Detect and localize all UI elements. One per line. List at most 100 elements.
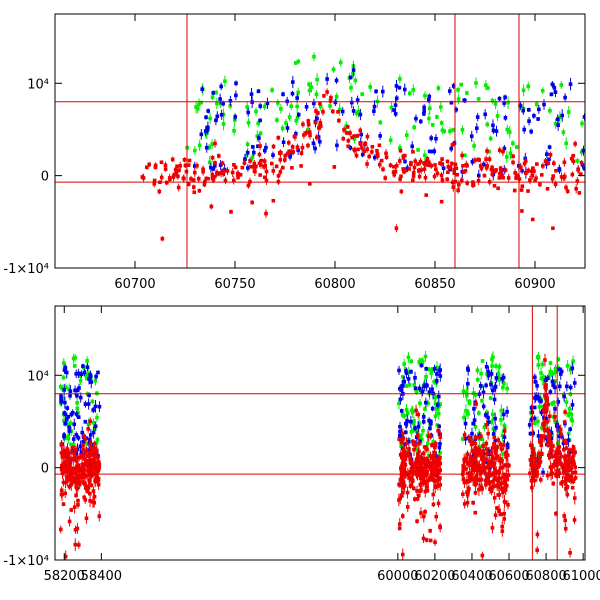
red-data-point: [88, 417, 93, 426]
red-data-point: [564, 455, 568, 468]
red-data-point: [506, 500, 510, 510]
red-data-point: [423, 173, 428, 182]
green-data-point: [221, 117, 226, 131]
red-data-point: [332, 164, 337, 169]
blue-data-point: [203, 125, 208, 137]
green-data-point: [432, 378, 436, 385]
green-data-point: [427, 112, 431, 125]
red-data-point: [159, 173, 164, 182]
red-data-point: [484, 420, 489, 430]
red-data-point: [82, 494, 86, 501]
blue-data-point: [436, 390, 441, 403]
red-data-point: [559, 172, 564, 182]
red-data-point: [74, 475, 78, 487]
green-data-point: [256, 119, 261, 127]
blue-data-point: [521, 106, 525, 115]
green-data-point: [556, 356, 561, 362]
red-data-point: [397, 481, 401, 488]
red-data-point: [424, 193, 429, 197]
red-data-point: [248, 165, 253, 169]
red-data-point: [463, 169, 468, 173]
blue-data-point: [494, 373, 499, 383]
red-data-point: [397, 493, 401, 507]
red-data-point: [417, 173, 422, 180]
red-data-point: [170, 156, 175, 163]
green-data-point: [490, 408, 495, 420]
red-data-point: [562, 438, 566, 443]
green-data-point: [334, 92, 339, 101]
red-data-point: [67, 465, 72, 473]
red-data-point: [410, 475, 415, 487]
blue-data-point: [234, 90, 238, 101]
green-data-point: [575, 157, 580, 164]
plot-area: [58, 351, 578, 560]
blue-data-point: [200, 85, 205, 93]
blue-data-point: [427, 149, 432, 154]
blue-data-point: [429, 419, 433, 424]
green-data-point: [423, 351, 428, 362]
red-data-point: [436, 499, 441, 508]
blue-data-point: [349, 96, 354, 109]
blue-data-point: [438, 370, 443, 382]
green-data-point: [472, 141, 476, 151]
red-data-point: [414, 404, 418, 417]
red-data-point: [497, 146, 502, 154]
red-data-point: [501, 486, 505, 499]
blue-data-point: [83, 400, 88, 408]
x-tick-label: 60700: [114, 277, 155, 292]
red-data-point: [479, 432, 483, 441]
red-data-point: [481, 448, 486, 454]
blue-data-point: [553, 381, 557, 394]
red-data-point: [417, 446, 421, 457]
green-data-point: [423, 149, 427, 161]
green-data-point: [467, 399, 472, 404]
red-data-point: [493, 168, 497, 175]
red-data-point: [543, 157, 548, 165]
blue-data-point: [62, 432, 66, 441]
red-data-point: [490, 522, 495, 534]
green-data-point: [423, 406, 427, 412]
green-data-point: [72, 363, 77, 368]
red-data-point: [576, 164, 581, 174]
blue-data-point: [430, 405, 435, 412]
red-data-point: [531, 166, 535, 170]
green-data-point: [508, 147, 513, 160]
red-data-point: [465, 471, 470, 476]
blue-data-point: [63, 396, 67, 409]
blue-data-point: [394, 95, 399, 102]
red-data-point: [71, 445, 75, 450]
red-data-point: [500, 461, 505, 474]
green-data-point: [289, 102, 293, 111]
red-data-point: [539, 435, 544, 448]
red-data-point: [476, 446, 481, 455]
red-data-point: [397, 525, 402, 531]
green-data-point: [409, 358, 414, 364]
red-data-point: [295, 143, 300, 151]
blue-data-point: [403, 419, 408, 429]
red-data-point: [350, 135, 354, 140]
red-data-point: [90, 462, 95, 471]
blue-data-point: [290, 90, 295, 97]
blue-data-point: [447, 86, 452, 96]
red-data-point: [375, 148, 379, 153]
red-data-point: [493, 510, 498, 520]
red-data-point: [554, 510, 558, 517]
blue-data-point: [474, 123, 479, 134]
blue-data-point: [568, 384, 573, 391]
green-data-point: [407, 381, 412, 388]
blue-data-point: [544, 435, 549, 443]
green-data-point: [91, 418, 96, 427]
red-data-point: [554, 168, 558, 173]
blue-data-point: [69, 411, 74, 418]
blue-data-point: [74, 369, 79, 379]
red-data-point: [473, 490, 478, 496]
green-data-point: [270, 87, 274, 94]
blue-data-point: [74, 431, 79, 439]
red-data-point: [416, 411, 421, 418]
red-data-point: [317, 124, 321, 132]
green-data-point: [388, 135, 393, 145]
red-data-point: [416, 455, 420, 461]
blue-data-point: [348, 75, 353, 80]
red-data-point: [413, 440, 418, 450]
blue-data-point: [422, 104, 426, 111]
